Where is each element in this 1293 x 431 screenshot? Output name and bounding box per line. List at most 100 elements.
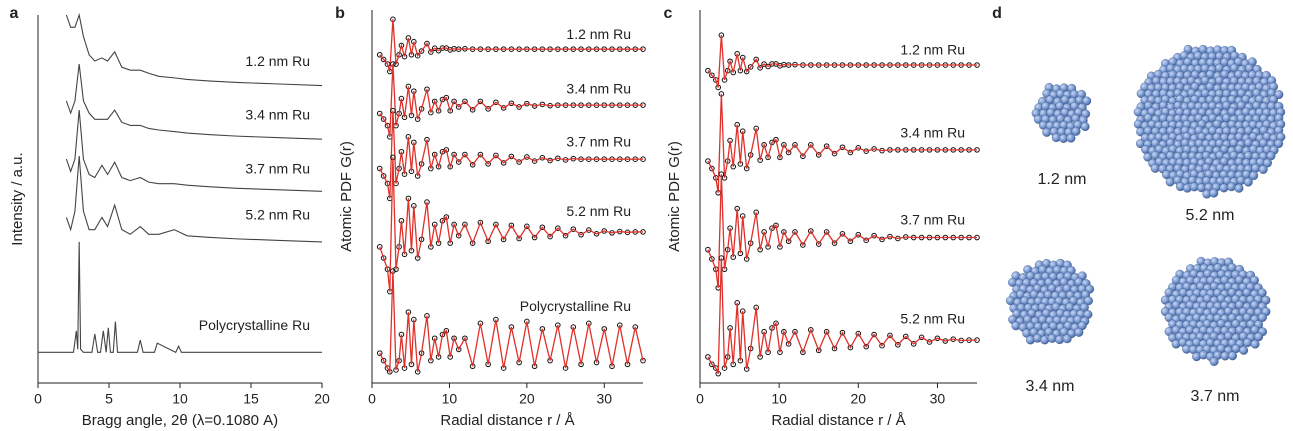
series-label: 1.2 nm Ru [245, 53, 310, 69]
series-label: 3.4 nm Ru [900, 125, 965, 141]
data-point [934, 335, 941, 342]
data-point [831, 345, 838, 352]
data-point [761, 61, 767, 67]
data-point [469, 106, 476, 113]
atom [1055, 335, 1065, 345]
data-point [792, 142, 798, 148]
atom [1219, 183, 1229, 193]
series-label: 3.7 nm Ru [245, 160, 310, 176]
data-point [443, 94, 450, 101]
atom [1047, 333, 1057, 343]
panel-label: b [335, 5, 345, 22]
data-point [823, 328, 830, 335]
atom [1150, 163, 1160, 173]
series-line [707, 93, 977, 193]
data-point [431, 98, 438, 105]
data-point [785, 238, 792, 245]
data-point [547, 233, 553, 240]
series-line [379, 64, 643, 137]
data-point [462, 221, 468, 228]
data-point [562, 232, 569, 239]
particle-label: 3.4 nm [1026, 378, 1075, 395]
atom [1040, 335, 1050, 345]
data-point [785, 341, 792, 347]
data-point [831, 150, 838, 157]
series-line [379, 19, 643, 72]
data-point [709, 165, 715, 172]
x-tick-label: 30 [930, 391, 946, 407]
data-point [871, 331, 877, 338]
series-line [707, 35, 977, 88]
nanoparticle [1031, 83, 1092, 143]
atom [1266, 151, 1276, 161]
atom [1243, 338, 1253, 348]
data-point [539, 224, 546, 231]
data-point [863, 237, 870, 244]
x-tick-label: 20 [519, 391, 535, 407]
atom [1251, 163, 1261, 173]
series-line [379, 110, 643, 199]
data-point [380, 255, 387, 261]
data-point [376, 244, 383, 250]
data-point [500, 160, 507, 166]
data-point [516, 235, 522, 242]
data-point [753, 56, 759, 63]
data-point [863, 343, 870, 350]
series-line [379, 157, 643, 292]
data-point [376, 350, 383, 356]
data-point [785, 149, 792, 156]
x-tick-label: 20 [850, 391, 866, 407]
data-point [855, 145, 862, 151]
data-point [451, 151, 457, 158]
data-point [808, 327, 814, 333]
data-point [455, 104, 462, 110]
data-point [871, 232, 877, 239]
atom [1254, 332, 1264, 342]
panel-label: c [664, 5, 673, 22]
data-point [709, 256, 715, 262]
data-point [500, 105, 507, 111]
data-point [455, 159, 462, 165]
atom [1274, 139, 1284, 149]
data-point [424, 40, 430, 47]
data-point [493, 221, 499, 228]
atom [1220, 351, 1230, 361]
data-point [815, 152, 822, 158]
data-point [879, 342, 885, 349]
y-axis-label: Intensity / a.u. [9, 152, 26, 245]
x-tick-label: 10 [771, 391, 787, 407]
series-label: 5.2 nm Ru [566, 203, 631, 219]
data-point [447, 107, 454, 114]
data-point [380, 173, 387, 179]
atom [1228, 351, 1237, 361]
atom [1209, 188, 1219, 198]
data-point [418, 48, 425, 54]
data-point [918, 334, 925, 341]
data-point [792, 328, 798, 335]
data-point [815, 347, 822, 354]
data-point [428, 49, 434, 55]
panel-label: a [10, 5, 19, 22]
x-tick-label: 0 [368, 391, 376, 407]
x-tick-label: 30 [596, 391, 612, 407]
x-tick-label: 0 [696, 391, 704, 407]
x-axis-label: Radial distance r / Å [440, 412, 574, 429]
nanoparticle [1160, 256, 1271, 366]
particle-label: 1.2 nm [1038, 171, 1087, 188]
data-point [469, 161, 476, 168]
data-point [380, 357, 387, 364]
atom [1250, 339, 1260, 349]
data-point [926, 339, 933, 345]
atom [1062, 334, 1072, 344]
series-line [707, 258, 977, 374]
panel-label: d [992, 5, 1002, 22]
series-label: 1.2 nm Ru [566, 26, 631, 42]
data-point [578, 231, 584, 238]
data-point [855, 330, 862, 337]
data-point [376, 165, 383, 172]
data-point [462, 98, 468, 105]
data-point [709, 72, 715, 79]
x-tick-label: 10 [442, 391, 458, 407]
series-label: 3.7 nm Ru [900, 211, 965, 227]
